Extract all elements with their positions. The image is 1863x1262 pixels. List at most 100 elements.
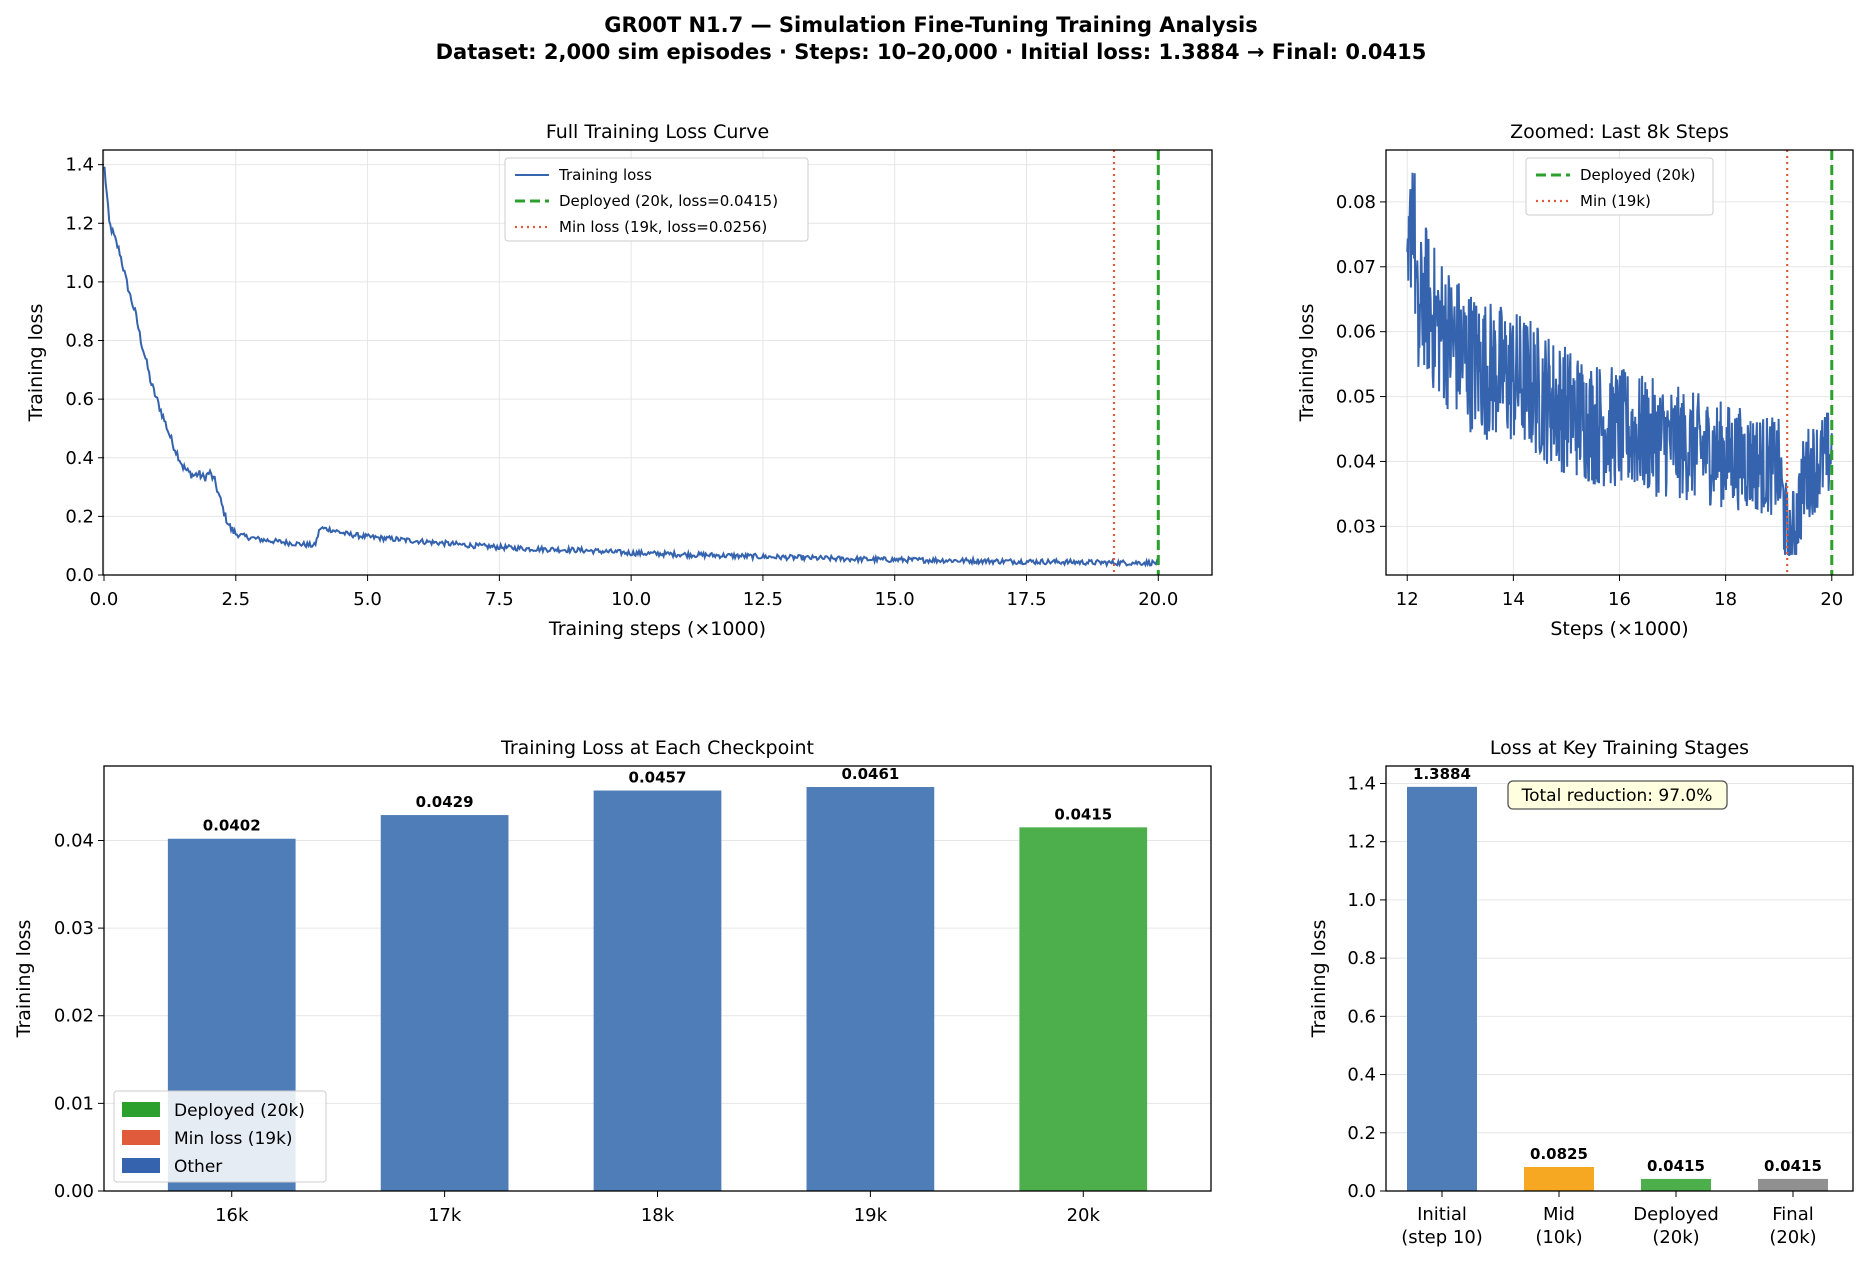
y-axis-label: Training loss [1296, 304, 1318, 423]
y-axis-label: Training loss [13, 920, 35, 1039]
y-tick-label: 0.00 [54, 1181, 94, 1202]
legend-box [504, 157, 809, 242]
bar-value-label: 0.0415 [1764, 1157, 1822, 1175]
bar-value-label: 0.0457 [629, 769, 687, 787]
x-axis-label: Steps (×1000) [1550, 618, 1688, 640]
y-tick-label: 0.8 [1347, 948, 1376, 969]
y-axis-label: Training loss [1308, 920, 1330, 1039]
zoomed-loss-curve-panel: 12 14 16 18 20 0.03 0.04 0.05 0.06 0.07 0.08 Zoomed… [1296, 121, 1854, 640]
stage-bar [1524, 1166, 1594, 1191]
bar-value-label: 0.0461 [841, 765, 899, 783]
y-tick-label: 0.2 [1347, 1123, 1376, 1144]
stage-bar [1407, 786, 1477, 1191]
x-tick-label: 10.0 [611, 589, 651, 610]
legend-box [1525, 157, 1714, 216]
x-tick-label: 7.5 [485, 589, 514, 610]
stage-bar [1641, 1178, 1711, 1191]
y-tick-label: 1.0 [1347, 890, 1376, 911]
x-tick-label: 16 [1608, 589, 1631, 610]
x-tick-label: 2.5 [221, 589, 250, 610]
y-tick-label: 0.07 [1336, 257, 1376, 278]
legend-label: Min loss (19k, loss=0.0256) [559, 218, 767, 236]
x-tick-label: 14 [1502, 589, 1525, 610]
bar-value-label: 0.0415 [1647, 1157, 1705, 1175]
axes-frame [1385, 765, 1854, 1192]
training-loss-line [1406, 172, 1833, 556]
x-tick-label: 20k [1067, 1205, 1101, 1226]
checkpoint-bar [593, 790, 722, 1191]
legend-label: Min loss (19k) [174, 1129, 293, 1149]
reduction-annotation: Total reduction: 97.0% [1521, 786, 1713, 806]
legend-label: Training loss [558, 166, 652, 184]
legend-swatch [122, 1102, 160, 1117]
y-tick-label: 1.4 [1347, 773, 1376, 794]
bar-value-label: 0.0825 [1530, 1145, 1588, 1163]
y-tick-label: 0.04 [1336, 451, 1376, 472]
axes-frame [103, 765, 1212, 1192]
y-tick-label: 0.0 [1347, 1181, 1376, 1202]
bar-value-label: 1.3884 [1413, 765, 1471, 783]
key-stages-bar-panel: 0.0 0.2 0.4 0.6 0.8 1.0 1.2 1.4 1.3884 Initial(st… [1308, 737, 1854, 1248]
bar-value-label: 0.0402 [203, 817, 261, 835]
y-tick-label: 0.06 [1336, 322, 1376, 343]
legend-box [113, 1090, 327, 1183]
x-tick-label: (10k) [1535, 1227, 1582, 1248]
x-tick-label: 0.0 [90, 589, 119, 610]
legend-label: Deployed (20k, loss=0.0415) [559, 192, 778, 210]
checkpoint-bar [806, 787, 935, 1191]
legend-label: Deployed (20k) [1580, 166, 1696, 184]
x-tick-label: 18 [1714, 589, 1737, 610]
x-tick-label: 20.0 [1138, 589, 1178, 610]
x-tick-label: Deployed [1633, 1204, 1719, 1225]
x-tick-label: 5.0 [353, 589, 382, 610]
y-tick-label: 1.2 [65, 213, 94, 234]
x-tick-label: Mid [1543, 1204, 1575, 1225]
x-tick-label: 15.0 [875, 589, 915, 610]
y-tick-label: 0.2 [65, 506, 94, 527]
x-tick-label: 18k [641, 1205, 675, 1226]
y-tick-label: 0.04 [54, 830, 94, 851]
x-tick-label: (step 10) [1401, 1227, 1483, 1248]
x-tick-label: 12.5 [743, 589, 783, 610]
figure-subtitle: Dataset: 2,000 sim episodes · Steps: 10–… [436, 40, 1427, 64]
legend-label: Min (19k) [1580, 192, 1651, 210]
y-axis-label: Training loss [25, 304, 47, 423]
y-tick-label: 0.0 [65, 565, 94, 586]
panel-title: Loss at Key Training Stages [1490, 737, 1749, 759]
y-tick-label: 0.03 [1336, 516, 1376, 537]
x-tick-label: 17.5 [1006, 589, 1046, 610]
y-tick-label: 0.6 [1347, 1006, 1376, 1027]
x-axis-label: Training steps (×1000) [548, 618, 766, 640]
panel-title: Zoomed: Last 8k Steps [1510, 121, 1729, 143]
y-tick-label: 0.05 [1336, 387, 1376, 408]
y-tick-label: 0.4 [1347, 1065, 1376, 1086]
bar-value-label: 0.0415 [1054, 805, 1112, 823]
y-tick-label: 0.4 [65, 448, 94, 469]
y-tick-label: 1.4 [65, 155, 94, 176]
y-tick-label: 0.03 [54, 918, 94, 939]
bar-value-label: 0.0429 [416, 793, 474, 811]
y-tick-label: 0.02 [54, 1006, 94, 1027]
legend-label: Deployed (20k) [174, 1101, 305, 1121]
reduction-annotation-box [1507, 780, 1728, 810]
x-tick-label: Final [1772, 1204, 1813, 1225]
legend-swatch [122, 1130, 160, 1145]
x-tick-label: (20k) [1769, 1227, 1816, 1248]
checkpoint-bar [1019, 827, 1148, 1191]
training-loss-line [103, 166, 1160, 569]
legend-label: Other [174, 1157, 222, 1177]
x-tick-label: Initial [1417, 1204, 1467, 1225]
y-tick-label: 0.08 [1336, 192, 1376, 213]
y-tick-label: 0.01 [54, 1093, 94, 1114]
full-loss-curve-panel: 0.0 2.5 5.0 7.5 10.0 12.5 15.0 17.5 20.0 0.0 0.2 0.… [25, 121, 1213, 640]
y-tick-label: 0.6 [65, 389, 94, 410]
panel-title: Full Training Loss Curve [546, 121, 769, 143]
y-tick-label: 0.8 [65, 331, 94, 352]
y-tick-label: 1.0 [65, 272, 94, 293]
y-tick-label: 1.2 [1347, 832, 1376, 853]
figure-title: GR00T N1.7 — Simulation Fine-Tuning Trai… [604, 13, 1258, 37]
axes-frame [102, 149, 1213, 576]
checkpoint-bar [380, 815, 509, 1191]
x-tick-label: (20k) [1652, 1227, 1699, 1248]
